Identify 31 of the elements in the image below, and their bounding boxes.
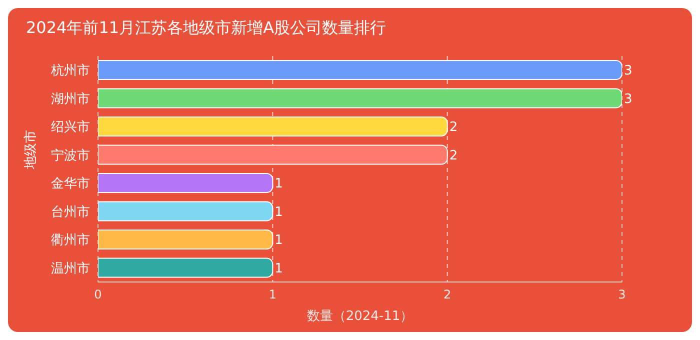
- bar: [98, 258, 274, 278]
- data-label: 2: [449, 120, 458, 136]
- y-axis-title: 地级市: [24, 130, 39, 170]
- data-label: 1: [274, 204, 283, 220]
- data-label: 1: [274, 233, 283, 248]
- data-label: 3: [624, 92, 632, 107]
- y-tick-label: 杭州市: [50, 64, 90, 79]
- x-tick-label: 1: [268, 288, 276, 302]
- bar: [98, 230, 274, 250]
- x-tick-label: 0: [94, 288, 102, 302]
- y-tick-label: 衢州市: [51, 233, 90, 248]
- bar: [98, 173, 274, 194]
- bar: [98, 60, 622, 80]
- data-label: 2: [449, 148, 458, 164]
- y-tick-label: 台州市: [51, 204, 90, 220]
- bar: [98, 201, 274, 222]
- y-tick-label: 宁波市: [51, 147, 90, 164]
- x-tick-label: 2: [444, 288, 452, 302]
- x-tick-label: 3: [618, 288, 626, 302]
- data-label: 1: [274, 261, 283, 276]
- bar: [98, 88, 622, 108]
- chart-title: 2024年前11月江苏各地级市新增A股公司数量排行: [26, 18, 386, 39]
- data-label: 3: [624, 64, 632, 79]
- y-tick-label: 温州市: [51, 261, 90, 276]
- bar: [98, 144, 448, 165]
- x-axis-title: 数量（2024-11）: [306, 309, 414, 324]
- data-label: 1: [274, 176, 283, 192]
- y-tick-label: 湖州市: [51, 92, 90, 107]
- y-tick-label: 金华市: [51, 176, 90, 192]
- y-tick-label: 绍兴市: [51, 120, 90, 136]
- bar: [98, 116, 448, 137]
